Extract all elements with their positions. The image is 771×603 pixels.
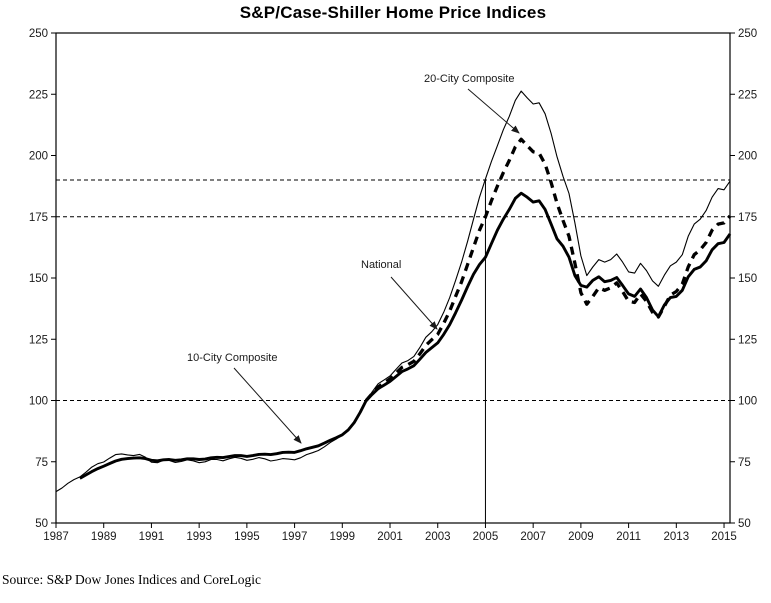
y-tick-label-right: 75 — [738, 457, 751, 469]
y-tick-label-right: 225 — [738, 89, 757, 101]
chart-title: S&P/Case-Shiller Home Price Indices — [239, 3, 547, 22]
x-tick-label: 2007 — [520, 531, 546, 543]
y-tick-label-left: 175 — [29, 212, 48, 224]
y-tick-label-right: 50 — [738, 518, 751, 530]
x-tick-label: 1991 — [139, 531, 165, 543]
annotation-arrow-1 — [390, 276, 438, 330]
y-tick-label-left: 150 — [29, 273, 48, 285]
x-tick-label: 2013 — [664, 531, 690, 543]
series-line-20-city-composite — [364, 137, 732, 402]
y-tick-label-right: 100 — [738, 396, 757, 408]
source-attribution: Source: S&P Dow Jones Indices and CoreLo… — [2, 572, 261, 587]
x-tick-label: 1987 — [43, 531, 69, 543]
y-tick-label-left: 75 — [35, 457, 48, 469]
plot-border — [55, 32, 731, 524]
x-tick-label: 2015 — [711, 531, 737, 543]
y-tick-label-right: 175 — [738, 212, 757, 224]
x-tick-label: 2009 — [568, 531, 594, 543]
series-line-10-city-composite — [55, 90, 731, 493]
series-line-national — [79, 191, 732, 480]
y-tick-label-left: 225 — [29, 89, 48, 101]
x-tick-label: 1993 — [186, 531, 212, 543]
y-tick-label-right: 150 — [738, 273, 757, 285]
x-tick-label: 2003 — [425, 531, 451, 543]
x-tick-label: 1999 — [330, 531, 356, 543]
y-tick-label-left: 100 — [29, 396, 48, 408]
x-tick-label: 2005 — [473, 531, 499, 543]
x-tick-label: 2001 — [377, 531, 403, 543]
annotation-arrow-0 — [467, 88, 520, 134]
y-tick-label-left: 125 — [29, 334, 48, 346]
x-tick-label: 2011 — [616, 531, 641, 543]
y-tick-label-right: 250 — [738, 28, 757, 40]
y-tick-label-left: 50 — [35, 518, 48, 530]
y-tick-label-left: 200 — [29, 151, 48, 163]
y-tick-label-left: 250 — [29, 28, 48, 40]
x-tick-label: 1997 — [282, 531, 308, 543]
x-tick-label: 1995 — [234, 531, 260, 543]
annotation-national: National — [361, 259, 402, 271]
annotation-20-city-composite: 20-City Composite — [424, 73, 515, 85]
annotation-arrow-2 — [233, 367, 302, 444]
x-tick-label: 1989 — [91, 531, 117, 543]
y-tick-label-right: 200 — [738, 151, 757, 163]
y-tick-label-right: 125 — [738, 334, 757, 346]
annotation-10-city-composite: 10-City Composite — [187, 352, 278, 364]
